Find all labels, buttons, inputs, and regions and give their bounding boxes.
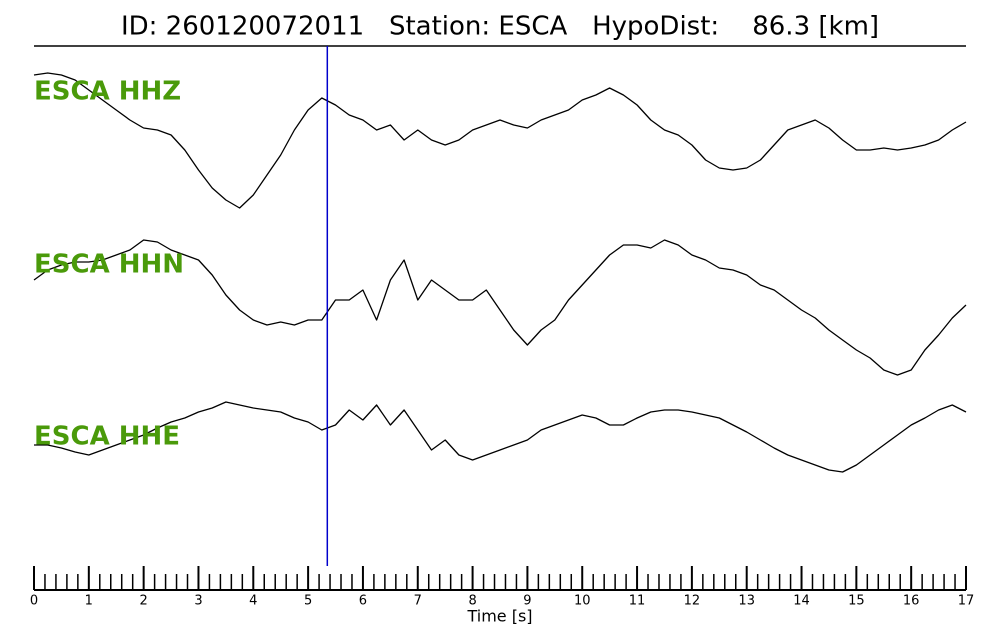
x-tick-label: 8 — [468, 594, 476, 609]
x-tick-label: 7 — [414, 594, 422, 609]
x-tick-label: 13 — [738, 594, 755, 609]
x-tick-label: 9 — [523, 594, 531, 609]
chart-title: ID: 260120072011 Station: ESCA HypoDist:… — [121, 12, 879, 42]
x-axis-label: Time [s] — [466, 607, 532, 626]
x-tick-label: 16 — [903, 594, 920, 609]
x-tick-label: 3 — [194, 594, 202, 609]
x-tick-label: 2 — [140, 594, 148, 609]
x-tick-label: 10 — [574, 594, 591, 609]
trace — [33, 72, 967, 209]
x-tick-label: 5 — [304, 594, 312, 609]
x-tick-label: 15 — [848, 594, 865, 609]
x-tick-label: 6 — [359, 594, 367, 609]
trace-label: ESCA HHZ — [34, 77, 181, 107]
x-tick-label: 11 — [629, 594, 646, 609]
x-tick-label: 1 — [85, 594, 93, 609]
trace-label: ESCA HHE — [34, 422, 180, 452]
x-tick-label: 4 — [249, 594, 257, 609]
trace — [33, 239, 967, 376]
x-tick-label: 17 — [958, 594, 975, 609]
trace-label: ESCA HHN — [34, 250, 184, 280]
x-tick-label: 0 — [30, 594, 38, 609]
x-tick-label: 12 — [684, 594, 701, 609]
trace — [34, 401, 967, 473]
x-tick-label: 14 — [793, 594, 810, 609]
